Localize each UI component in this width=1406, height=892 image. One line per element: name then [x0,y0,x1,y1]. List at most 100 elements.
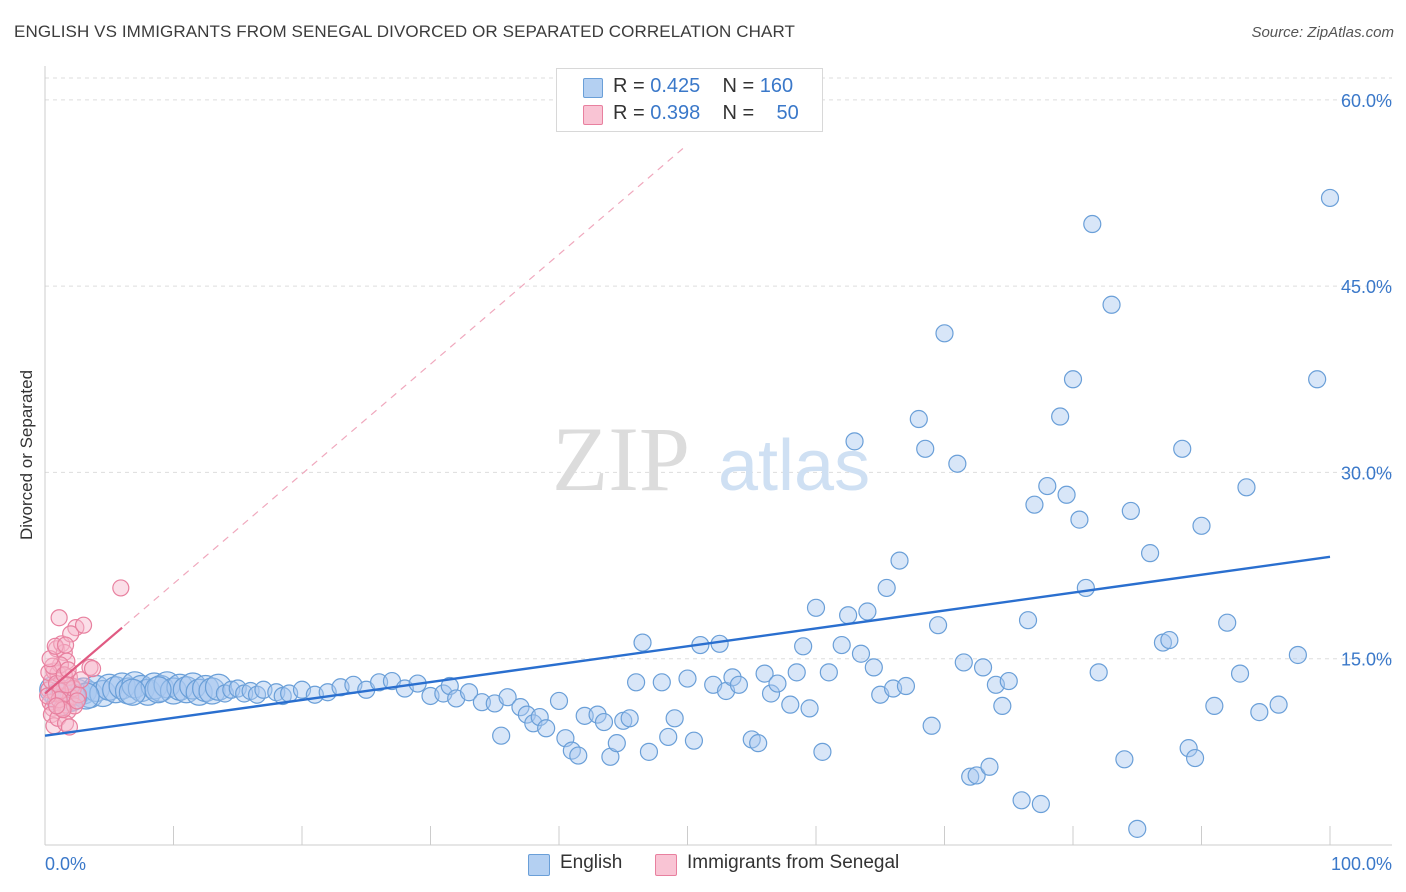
english-point [916,439,935,458]
english-point [819,663,838,682]
senegal-trend-extended [44,144,688,694]
bottom-senegal-swatch [655,854,677,876]
english-point [1288,645,1307,665]
senegal-r-value: 0.398 [650,102,701,124]
senegal-point [59,661,77,679]
legend-senegal-text: R = 0.398 N = 50 [613,102,799,125]
english-point [928,616,948,635]
english-point [1179,739,1198,758]
english-point [1173,439,1192,458]
english-point [1121,501,1140,521]
english-point [729,675,749,694]
gridlines [45,77,1392,660]
bottom-english-label: English [560,852,623,873]
english-point [1025,495,1044,514]
english-point [1192,516,1211,535]
english-point [864,658,883,677]
english-point [1031,794,1050,814]
english-point [832,635,851,655]
english-point [1230,664,1250,683]
english-point [1018,611,1038,630]
english-point [973,658,993,677]
senegal-point [58,676,76,694]
english-point [370,673,389,692]
english-point [896,676,916,696]
english-point [492,726,511,745]
y-tick-label: 60.0% [1341,91,1392,111]
watermark-atlas: atlas [718,426,870,506]
english-n-label: N = [722,75,760,97]
senegal-n-value: 50 [776,102,799,124]
senegal-point [112,579,130,597]
english-point [839,606,858,625]
senegal-point [69,686,88,704]
english-point [1115,750,1134,769]
senegal-point [50,609,68,627]
english-trend-line [44,555,1331,737]
english-point [537,719,556,738]
english-point [1102,295,1121,314]
y-tick-label: 45.0% [1341,277,1392,297]
english-n-value: 160 [759,75,794,97]
english-point [511,698,530,717]
english-point [569,746,588,765]
english-point [1038,476,1057,496]
english-point [575,706,594,725]
english-point [1160,630,1179,650]
english-point [890,551,909,570]
english-point [1070,510,1089,529]
english-point [909,409,928,429]
senegal-swatch [583,105,603,125]
english-point [665,709,684,728]
english-r-value: 0.425 [650,75,701,97]
english-point [626,673,646,692]
english-point [1308,370,1327,389]
english-point [1269,695,1288,714]
correlation-legend: R = 0.425 N = 160 R = 0.398 N = 50 [556,68,823,132]
english-point [498,688,517,707]
english-point [935,324,954,343]
english-point [954,653,973,672]
english-point [794,637,813,656]
english-point [922,716,941,735]
english-point [980,757,999,776]
english-point [800,699,819,718]
english-point [993,696,1012,716]
english-point [633,633,652,652]
watermark: ZIP atlas [552,408,870,510]
senegal-point [56,636,75,654]
x-tick-label-max: 100.0% [1331,854,1392,874]
english-point [1320,188,1340,208]
english-point [1089,663,1108,682]
english-point [961,767,980,786]
trend-lines [44,144,1331,737]
english-point [781,695,800,714]
english-point [588,705,607,724]
english-point [652,673,671,692]
y-tick-label: 30.0% [1341,463,1392,483]
english-point [723,668,742,687]
english-point [1063,370,1083,389]
senegal-point [62,625,80,643]
english-point [530,707,549,727]
english-point [1140,544,1160,563]
english-point [877,578,896,598]
english-point [851,644,871,663]
english-series [39,188,1340,838]
english-point [594,712,614,732]
english-point [749,734,768,753]
english-point [1076,578,1095,598]
english-point [639,742,659,761]
english-r-label: R = [613,75,651,97]
english-point [999,671,1018,691]
english-point [787,663,806,682]
senegal-n-label: N = [722,102,760,124]
english-point [1128,819,1147,838]
senegal-point [47,697,66,715]
bottom-english-swatch [528,854,550,876]
english-point [144,676,172,704]
english-point [549,691,569,711]
english-point [761,684,781,703]
english-point [1083,214,1102,234]
